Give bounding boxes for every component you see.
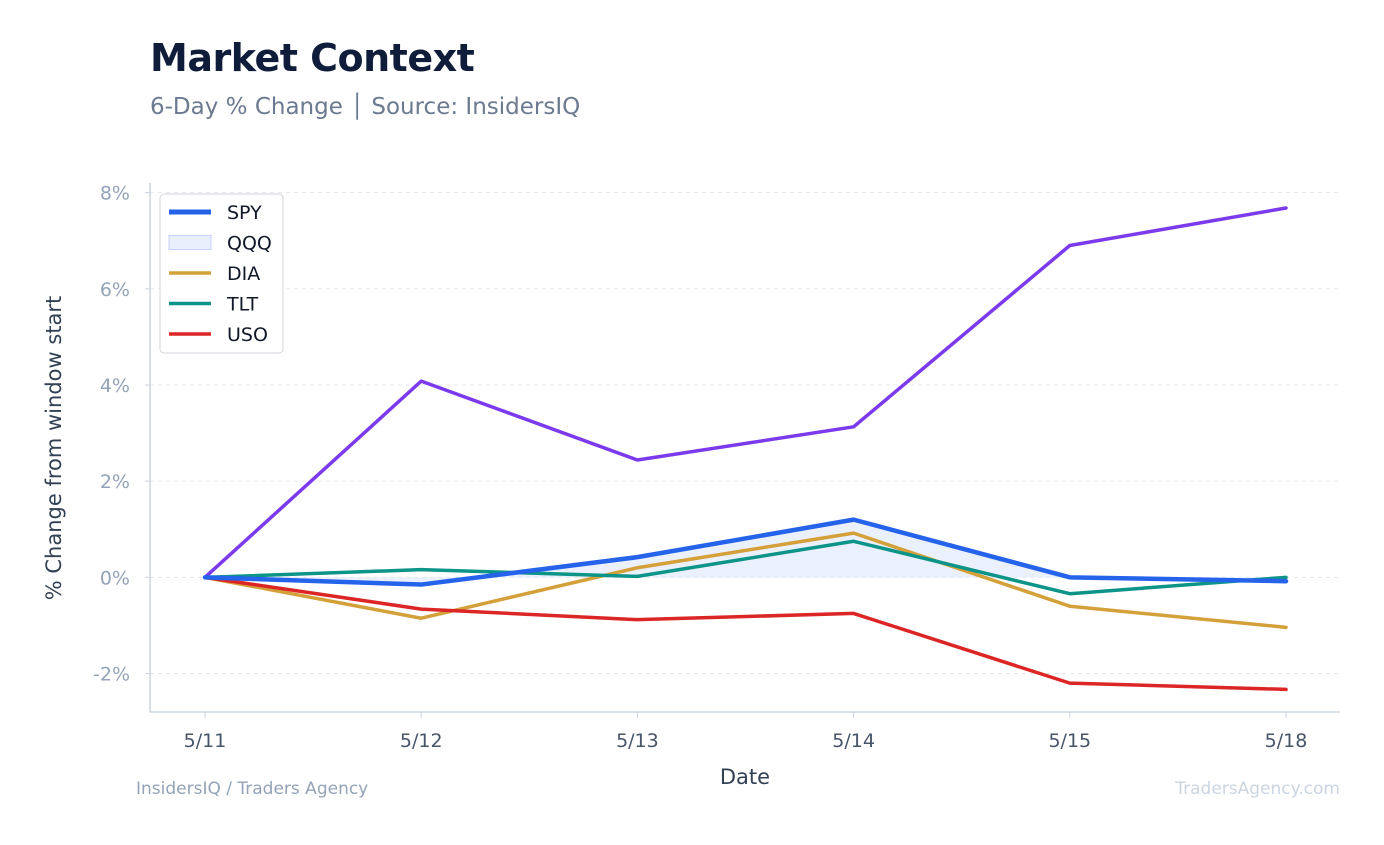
y-tick-label: 2% xyxy=(100,471,130,493)
legend-label: TLT xyxy=(226,294,259,316)
y-axis-label: % Change from window start xyxy=(42,296,66,601)
y-tick-label: -2% xyxy=(93,664,130,686)
chart-subtitle: 6-Day % Change │ Source: InsidersIQ xyxy=(150,94,581,120)
x-tick-label: 5/13 xyxy=(616,730,659,752)
y-tick-label: 6% xyxy=(100,279,130,301)
x-tick-label: 5/11 xyxy=(184,730,227,752)
series-line-uso xyxy=(203,575,1288,692)
x-axis-label: Date xyxy=(720,765,770,789)
chart-title: Market Context xyxy=(150,36,475,80)
legend-label: DIA xyxy=(227,263,260,285)
y-tick-label: 8% xyxy=(100,183,130,205)
series-lines xyxy=(202,206,1289,692)
y-axis-ticks: 8% 6% 4% 2% 0% -2% xyxy=(93,183,150,686)
x-tick-label: 5/14 xyxy=(832,730,875,752)
series-line-dia xyxy=(203,531,1288,630)
legend-swatch xyxy=(168,235,212,250)
legend-box xyxy=(159,193,284,354)
legend-label: SPY xyxy=(227,202,262,224)
series-line-spy xyxy=(202,517,1289,587)
legend-label: QQQ xyxy=(227,233,272,255)
legend-label: USO xyxy=(227,324,268,346)
x-tick-label: 5/18 xyxy=(1265,730,1308,752)
x-axis-ticks: 5/11 5/12 5/13 5/14 5/15 5/18 xyxy=(184,712,1308,752)
x-tick-label: 5/12 xyxy=(400,730,443,752)
footer-site: TradersAgency.com xyxy=(1175,779,1340,799)
footer-credit: InsidersIQ / Traders Agency xyxy=(136,779,369,799)
series-line-tlt xyxy=(203,539,1288,596)
legend: SPY QQQ DIA TLT USO xyxy=(159,193,284,354)
y-tick-label: 4% xyxy=(100,375,130,397)
axes xyxy=(149,183,1340,713)
y-tick-label: 0% xyxy=(100,567,130,589)
series-line-qqq xyxy=(203,206,1288,580)
x-tick-label: 5/15 xyxy=(1048,730,1091,752)
